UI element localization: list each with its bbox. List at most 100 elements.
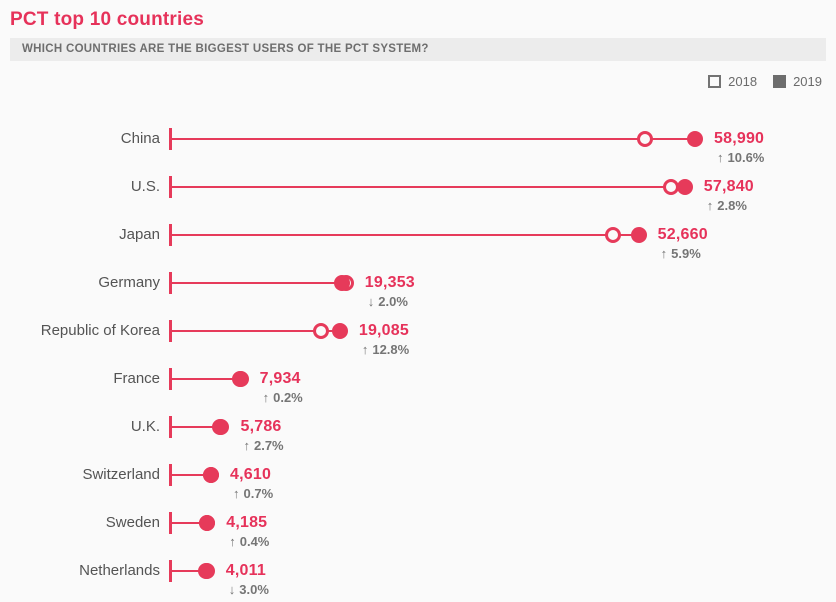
row-track: 52,660 ↑ 5.9%: [169, 211, 836, 262]
change-percent: 5.9%: [671, 246, 701, 261]
marker-2018[interactable]: [312, 323, 329, 339]
marker-2018[interactable]: [604, 227, 621, 243]
value-label: 58,990: [714, 130, 765, 147]
change-percent: 2.8%: [717, 198, 747, 213]
open-square-icon: [708, 74, 722, 88]
row-track: 19,085 ↑ 12.8%: [169, 307, 836, 358]
marker-2019[interactable]: [199, 515, 216, 531]
connector-line: [170, 138, 695, 140]
chart-row: U.K. 5,786 ↑ 2.7%: [0, 403, 836, 454]
trend-arrow-icon: ↑: [229, 534, 236, 549]
marker-2019[interactable]: [213, 419, 230, 435]
value-label: 52,660: [657, 226, 708, 243]
row-track: 58,990 ↑ 10.6%: [169, 115, 836, 166]
lollipop-chart: China 58,990 ↑ 10.6% U.S. 57,840 ↑ 2: [0, 115, 836, 598]
row-track: 4,610 ↑ 0.7%: [169, 451, 836, 502]
country-label: Germany: [98, 274, 160, 291]
trend-arrow-icon: ↑: [706, 198, 714, 213]
change-percent: 0.7%: [243, 486, 274, 501]
legend-item-2018[interactable]: 2018: [708, 74, 757, 89]
change-percent: 2.0%: [378, 294, 408, 309]
row-track: 19,353 ↓ 2.0%: [169, 259, 836, 310]
legend-label: 2019: [793, 73, 822, 89]
change-label: ↑ 2.7%: [243, 437, 283, 454]
value-block: 19,085 ↑ 12.8%: [359, 321, 409, 358]
marker-2019[interactable]: [331, 323, 348, 339]
chart-row: Switzerland 4,610 ↑ 0.7%: [0, 451, 836, 502]
chart-subtitle: WHICH COUNTRIES ARE THE BIGGEST USERS OF…: [10, 38, 826, 61]
marker-2019[interactable]: [676, 179, 693, 195]
value-label: 7,934: [259, 370, 301, 387]
connector-line: [170, 570, 207, 572]
value-label: 19,085: [358, 322, 409, 339]
value-label: 5,786: [240, 418, 282, 435]
value-block: 57,840 ↑ 2.8%: [704, 177, 754, 214]
value-block: 7,934 ↑ 0.2%: [260, 369, 303, 406]
change-percent: 10.6%: [727, 150, 765, 165]
value-label: 4,185: [226, 514, 268, 531]
country-label: Sweden: [105, 514, 160, 531]
chart-row: Republic of Korea 19,085 ↑ 12.8%: [0, 307, 836, 358]
marker-2019[interactable]: [197, 563, 214, 579]
chart-row: France 7,934 ↑ 0.2%: [0, 355, 836, 406]
value-block: 4,011 ↓ 3.0%: [226, 561, 269, 598]
change-percent: 3.0%: [239, 582, 269, 597]
chart-row: China 58,990 ↑ 10.6%: [0, 115, 836, 166]
marker-2018[interactable]: [636, 131, 653, 147]
row-track: 7,934 ↑ 0.2%: [169, 355, 836, 406]
country-label: U.K.: [130, 418, 160, 435]
country-label: U.S.: [130, 178, 160, 195]
trend-arrow-icon: ↓: [367, 294, 375, 309]
country-label: France: [113, 370, 160, 387]
change-label: ↑ 5.9%: [661, 245, 708, 262]
chart-row: Germany 19,353 ↓ 2.0%: [0, 259, 836, 310]
chart-row: U.S. 57,840 ↑ 2.8%: [0, 163, 836, 214]
marker-2019[interactable]: [334, 275, 351, 291]
connector-line: [170, 282, 346, 284]
row-track: 4,185 ↑ 0.4%: [169, 499, 836, 549]
marker-2019[interactable]: [687, 131, 703, 147]
connector-line: [170, 522, 208, 524]
chart-row: Sweden 4,185 ↑ 0.4%: [0, 499, 836, 549]
change-label: ↑ 10.6%: [717, 149, 764, 166]
row-track: 57,840 ↑ 2.8%: [169, 163, 836, 214]
change-label: ↑ 0.2%: [263, 389, 303, 406]
country-label: Netherlands: [79, 562, 160, 579]
value-block: 52,660 ↑ 5.9%: [658, 225, 708, 262]
connector-line: [170, 426, 222, 428]
marker-2019[interactable]: [203, 467, 220, 483]
legend-item-2019[interactable]: 2019: [773, 74, 822, 89]
value-block: 4,610 ↑ 0.7%: [230, 465, 273, 502]
marker-2019[interactable]: [630, 227, 647, 243]
chart-legend: 2018 2019: [0, 73, 822, 89]
trend-arrow-icon: ↑: [262, 390, 270, 405]
connector-line: [170, 186, 685, 188]
change-label: ↑ 0.7%: [233, 485, 273, 502]
value-block: 58,990 ↑ 10.6%: [714, 129, 764, 166]
connector-line: [170, 378, 241, 380]
pct-chart-page: PCT top 10 countries WHICH COUNTRIES ARE…: [0, 9, 836, 602]
trend-arrow-icon: ↑: [361, 342, 369, 357]
change-label: ↓ 2.0%: [368, 293, 415, 310]
change-percent: 0.2%: [273, 390, 303, 405]
country-label: China: [120, 130, 160, 147]
value-block: 19,353 ↓ 2.0%: [365, 273, 415, 310]
connector-line: [170, 234, 639, 236]
page-title: PCT top 10 countries: [10, 9, 205, 30]
chart-row: Netherlands 4,011 ↓ 3.0%: [0, 547, 836, 598]
chart-row: Japan 52,660 ↑ 5.9%: [0, 211, 836, 262]
country-label: Japan: [119, 226, 160, 243]
legend-label: 2018: [728, 73, 758, 89]
change-percent: 12.8%: [372, 342, 410, 357]
country-label: Republic of Korea: [40, 322, 160, 339]
country-label: Switzerland: [82, 466, 160, 483]
trend-arrow-icon: ↓: [228, 582, 236, 597]
trend-arrow-icon: ↑: [233, 486, 240, 501]
value-block: 5,786 ↑ 2.7%: [240, 417, 283, 454]
value-label: 4,011: [225, 562, 266, 579]
change-label: ↓ 3.0%: [229, 581, 269, 598]
connector-line: [170, 330, 340, 332]
marker-2019[interactable]: [232, 371, 249, 387]
change-label: ↑ 2.8%: [707, 197, 754, 214]
change-label: ↑ 12.8%: [362, 341, 409, 358]
